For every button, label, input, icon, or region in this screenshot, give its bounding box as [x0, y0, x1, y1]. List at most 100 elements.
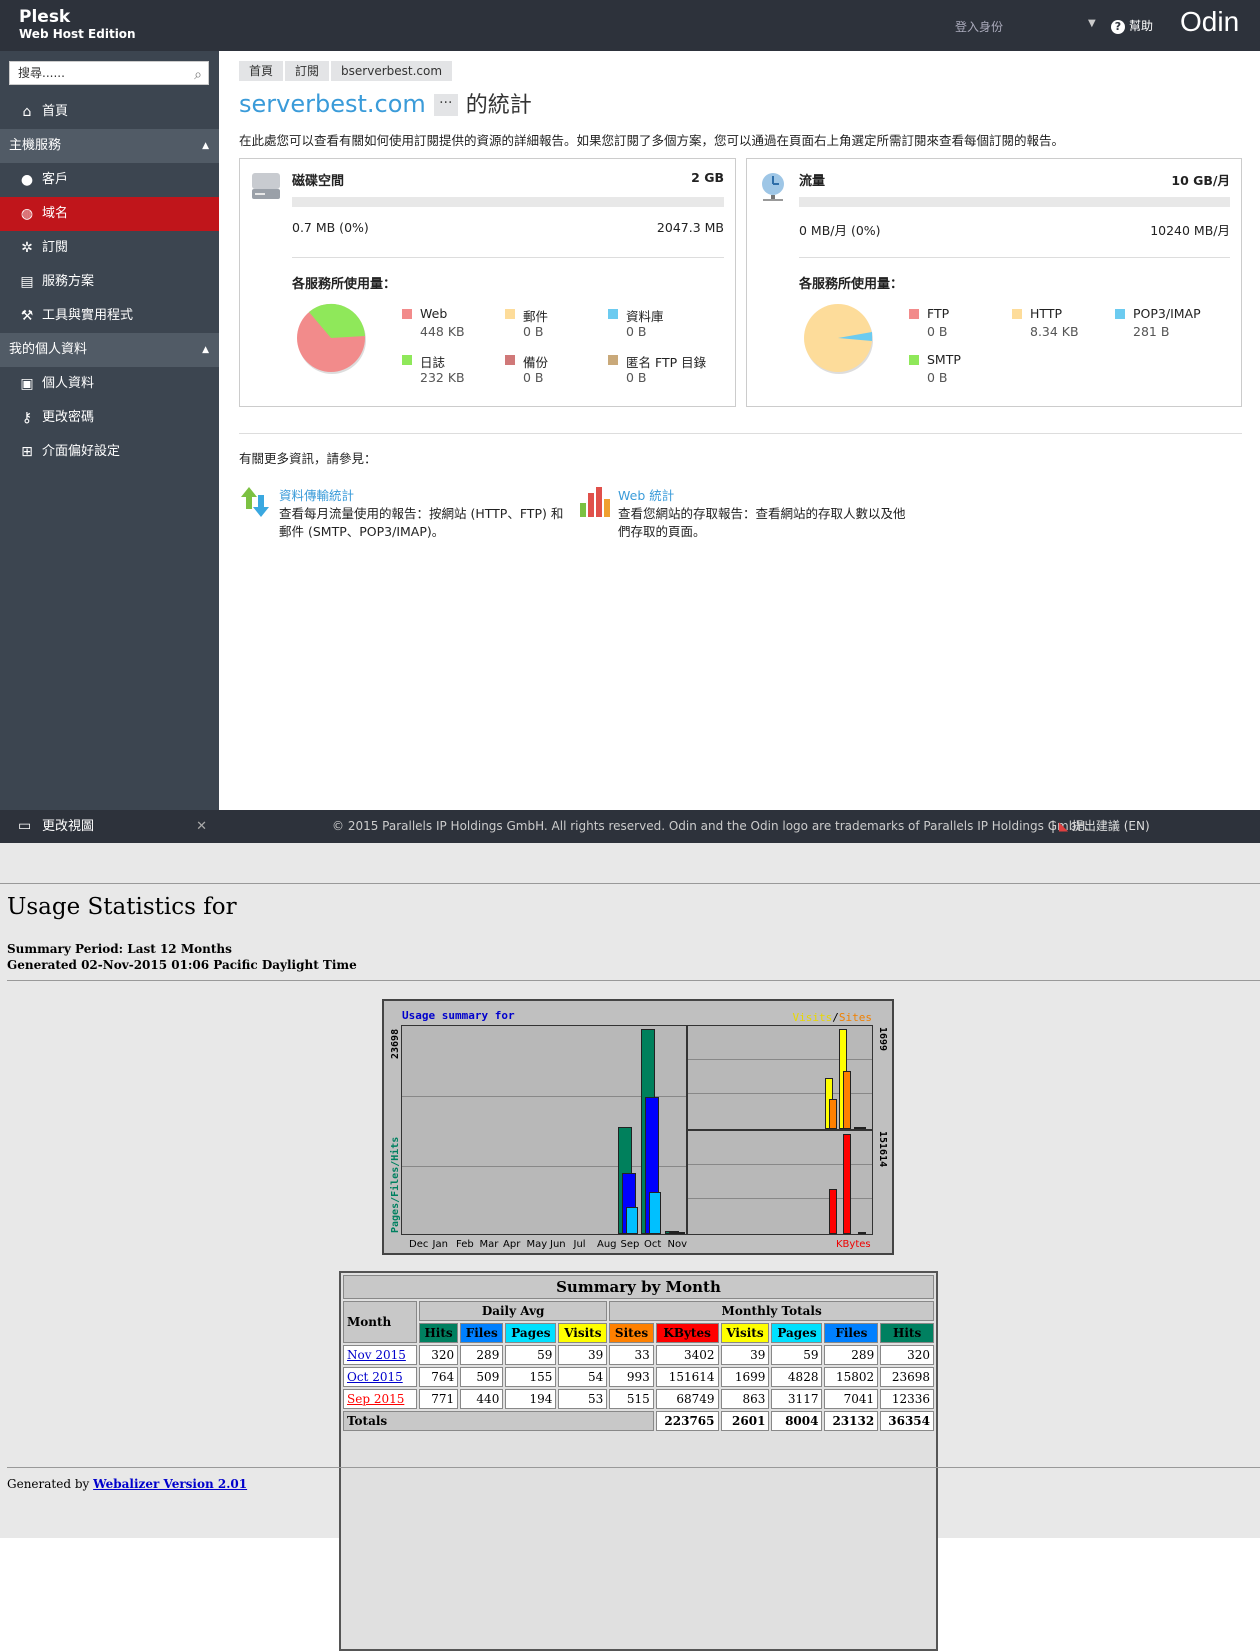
breadcrumb-home[interactable]: 首頁: [239, 61, 284, 81]
sidebar-item-change-password[interactable]: ⚷ 更改密碼: [0, 401, 219, 435]
page-title-suffix: 的統計: [465, 93, 532, 118]
search-icon[interactable]: ⌕: [194, 67, 202, 83]
totals-row: Totals 223765 2601 8004 23132 36354: [343, 1411, 934, 1431]
usage-summary-graph: Usage summary for Visits/Sites 23698 Pag…: [382, 999, 894, 1255]
generated-by-label: Generated by: [7, 1477, 90, 1491]
grid-icon: ⊞: [21, 444, 33, 460]
gridline: [402, 1096, 686, 1097]
legend-swatch: [1012, 309, 1022, 319]
month-link[interactable]: Nov 2015: [347, 1348, 406, 1362]
web-stats-title[interactable]: Web 統計: [618, 488, 675, 503]
transfer-stats-desc: 查看每月流量使用的報告：按網站 (HTTP、FTP) 和郵件 (SMTP、POP…: [279, 506, 564, 539]
more-button[interactable]: ···: [433, 94, 458, 116]
bar-pages-Nov: [672, 1232, 685, 1234]
sidebar-item-preferences[interactable]: ⊞ 介面偏好設定: [0, 435, 219, 469]
legend-swatch: [402, 309, 412, 319]
legend-value: 0 B: [626, 370, 647, 385]
disk-per-service-label: 各服務所使用量：: [292, 277, 397, 292]
sidebar-item-label: 服務方案: [42, 274, 95, 289]
table-row: Oct 2015 764 509 155 54 993 151614 1699 4828 1580…: [343, 1367, 934, 1387]
search-input[interactable]: 搜尋...... ⌕: [9, 61, 209, 85]
report-meta: Summary Period: Last 12 Months Generated…: [7, 941, 357, 973]
sidebar-item-tools[interactable]: ⚒ 工具與實用程式: [0, 299, 219, 333]
month-label: Oct: [644, 1239, 662, 1250]
legend-visits: Visits: [792, 1011, 833, 1024]
change-view-button[interactable]: ▭ 更改視圖 ✕: [0, 810, 219, 843]
bar-pages-Sep: [625, 1207, 638, 1234]
web-stats-desc: 查看您網站的存取報告：查看網站的存取人數以及他們存取的頁面。: [618, 506, 906, 539]
month-label: Feb: [456, 1239, 474, 1250]
legend-value: 0 B: [927, 324, 948, 339]
graph-visits-sites-legend: Visits/Sites: [793, 1011, 873, 1024]
sidebar-item-home[interactable]: ⌂ 首頁: [0, 95, 219, 129]
close-icon[interactable]: ✕: [196, 819, 207, 834]
breadcrumb-domain[interactable]: bserverbest.com: [331, 61, 453, 81]
feedback-link[interactable]: | ◣ 提出建議 (EN): [1051, 819, 1150, 833]
legend-value: 0 B: [626, 324, 647, 339]
main-content: 首頁 訂閱 bserverbest.com serverbest.com ··· 的…: [219, 51, 1260, 810]
month-link[interactable]: Sep 2015: [347, 1392, 405, 1406]
month-label: Jan: [432, 1239, 448, 1250]
sidebar-group-profile[interactable]: 我的個人資料 ▲: [0, 333, 219, 367]
kbytes-label: KBytes: [836, 1239, 871, 1250]
summary-by-month-table: Summary by Month Month Daily Avg Monthly…: [339, 1271, 938, 1651]
gridline: [402, 1166, 686, 1167]
visits-sites-plot: [687, 1025, 873, 1130]
month-cell: Nov 2015: [343, 1345, 417, 1365]
sidebar-item-domains[interactable]: ◍ 域名: [0, 197, 219, 231]
help-button[interactable]: ? 幫助: [1111, 17, 1153, 34]
legend-name: 備份: [523, 355, 549, 370]
disk-limit: 2 GB: [691, 170, 724, 185]
table-cell: 23698: [880, 1367, 934, 1387]
legend-swatch: [1115, 309, 1125, 319]
pie-slice-pop3: [838, 332, 872, 341]
id-card-icon: ▣: [20, 376, 34, 392]
collapse-icon: ▲: [202, 345, 209, 355]
bar-sites-Sep: [828, 1098, 837, 1129]
table-cell: 39: [558, 1345, 608, 1365]
legend-value: 0 B: [523, 370, 544, 385]
home-icon: ⌂: [22, 104, 32, 120]
sidebar-item-service-plans[interactable]: ▤ 服務方案: [0, 265, 219, 299]
bar-kbytes-Oct: [843, 1134, 851, 1234]
sidebar-item-subscriptions[interactable]: ✲ 訂閱: [0, 231, 219, 265]
pie-slice-logs: [309, 303, 365, 338]
sidebar-group-hosting[interactable]: 主機服務 ▲: [0, 129, 219, 163]
table-cell: 7041: [824, 1389, 879, 1409]
breadcrumb-subscriptions[interactable]: 訂閱: [285, 61, 330, 81]
table-cell: 68749: [655, 1389, 719, 1409]
plesk-logo[interactable]: Plesk Web Host Edition: [19, 8, 136, 42]
login-as-menu[interactable]: 登入身份: [955, 20, 1004, 34]
page-title: serverbest.com ··· 的統計: [239, 87, 532, 119]
month-link[interactable]: Oct 2015: [347, 1370, 403, 1384]
legend-swatch: [505, 355, 515, 365]
user-icon: ●: [20, 172, 34, 188]
legend-name: 匿名 FTP 目錄: [626, 355, 707, 370]
table-cell: 289: [824, 1345, 879, 1365]
webalizer-version-link[interactable]: Webalizer Version 2.01: [93, 1477, 248, 1491]
traffic-limit: 10 GB/月: [1171, 173, 1230, 188]
sidebar-item-profile[interactable]: ▣ 個人資料: [0, 367, 219, 401]
generated-by: Generated by Webalizer Version 2.01: [7, 1477, 247, 1491]
feedback-icon: ◣: [1058, 819, 1069, 833]
legend-value: 232 KB: [420, 370, 465, 385]
month-label: Sep: [620, 1239, 640, 1250]
sidebar-item-label: 更改密碼: [42, 410, 95, 425]
sidebar-item-label: 客戶: [42, 172, 69, 187]
divider: [0, 883, 1260, 884]
max-kbytes-label: 151614: [877, 1131, 888, 1168]
traffic-card: 流量 10 GB/月 0 MB/月 (0%) 10240 MB/月 各服務所使用…: [746, 158, 1242, 407]
bar-kbytes-Sep: [828, 1188, 837, 1234]
table-cell: 1699: [720, 1367, 770, 1387]
table-cell: 764: [419, 1367, 459, 1387]
copyright: © 2015 Parallels IP Holdings GmbH. All r…: [332, 819, 1089, 833]
sidebar-item-customers[interactable]: ● 客戶: [0, 163, 219, 197]
transfer-stats-title[interactable]: 資料傳輸統計: [279, 488, 355, 503]
sidebar: 搜尋...... ⌕ ⌂ 首頁 主機服務 ▲ ● 客戶 ◍ 域名 ✲ 訂閱 ▤ 服務方案 ⚒ 工…: [0, 51, 219, 843]
monitor-icon: ▭: [18, 818, 32, 834]
table-cell: 289: [460, 1345, 504, 1365]
traffic-used: 0 MB/月 (0%): [799, 223, 881, 238]
chevron-down-icon[interactable]: ▼: [1088, 18, 1096, 29]
sidebar-item-label: 工具與實用程式: [42, 308, 134, 323]
report-title: Usage Statistics for: [7, 894, 237, 920]
